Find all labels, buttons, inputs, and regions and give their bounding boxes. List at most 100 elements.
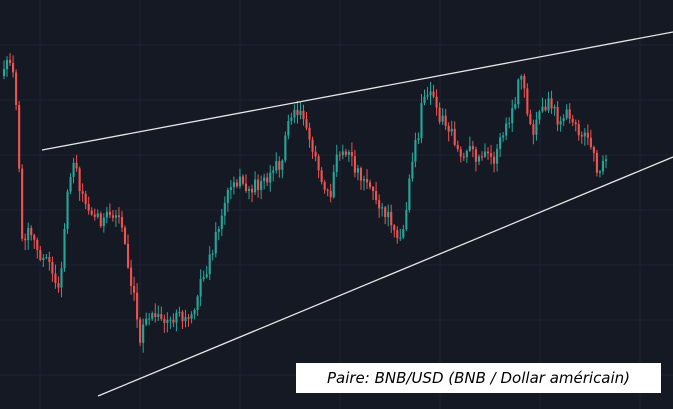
candle-body <box>130 267 133 286</box>
candle-body <box>320 170 323 182</box>
candle-body <box>405 209 408 230</box>
candle <box>447 122 450 142</box>
candle <box>529 109 532 126</box>
candle <box>526 83 529 117</box>
candle-body <box>411 161 414 179</box>
candle <box>586 124 589 145</box>
candle-body <box>505 123 508 136</box>
candle <box>105 206 108 224</box>
candle-body <box>396 230 399 239</box>
candle-body <box>356 168 359 173</box>
candle-body <box>148 318 151 320</box>
candle-body <box>24 238 27 241</box>
candle <box>320 167 323 185</box>
candle-body <box>251 188 254 193</box>
candle-body <box>299 110 302 116</box>
candle <box>493 151 496 173</box>
candle <box>390 204 393 233</box>
candle-body <box>66 191 69 230</box>
candle-body <box>520 75 523 80</box>
candle-body <box>12 63 15 73</box>
candle <box>335 144 338 178</box>
candle-body <box>281 160 284 170</box>
candle-body <box>459 149 462 157</box>
trendline-lower-support <box>97 156 673 397</box>
candle <box>368 179 372 190</box>
candle <box>453 121 456 147</box>
candle-body <box>166 319 169 323</box>
candle <box>117 207 121 224</box>
candle-body <box>550 98 553 109</box>
candle <box>359 166 363 190</box>
candle <box>238 168 242 189</box>
candle <box>12 55 15 78</box>
candle-body <box>483 151 487 157</box>
candle <box>598 170 602 178</box>
candle <box>257 174 260 198</box>
candle <box>356 164 359 181</box>
candle <box>251 184 254 203</box>
candle-body <box>387 211 390 218</box>
candle-body <box>266 177 269 183</box>
candle-body <box>332 171 335 198</box>
candle-body <box>477 156 481 162</box>
candle <box>417 132 420 145</box>
candle-body <box>523 75 526 89</box>
candle-body <box>489 153 493 157</box>
candle-body <box>2 69 6 76</box>
candle-body <box>136 292 139 320</box>
candle-body <box>96 213 99 217</box>
candle-body <box>296 109 299 116</box>
candle-body <box>441 115 444 122</box>
candle <box>574 119 577 132</box>
candle-body <box>278 161 281 170</box>
candle-body <box>184 317 187 322</box>
candle <box>229 180 232 200</box>
candle-body <box>547 98 550 111</box>
candle-body <box>326 189 329 191</box>
candle-body <box>181 311 184 322</box>
candle-body <box>471 146 474 150</box>
candle-body <box>142 324 145 343</box>
candle <box>393 223 396 238</box>
candle <box>244 174 248 193</box>
candle-body <box>432 91 435 97</box>
candle-body <box>169 319 172 321</box>
candle <box>508 117 511 129</box>
candle <box>462 152 465 161</box>
candle-body <box>514 104 517 109</box>
candle-body <box>21 168 24 239</box>
candle <box>378 194 381 218</box>
candle-body <box>284 135 287 161</box>
candle-body <box>399 237 402 239</box>
candle-body <box>480 156 484 158</box>
candle-body <box>526 88 529 115</box>
candle-body <box>99 213 102 227</box>
candle <box>411 152 414 182</box>
candle-body <box>329 190 332 198</box>
candle <box>223 196 226 225</box>
candle-body <box>199 279 202 297</box>
candle <box>199 269 202 307</box>
candle-body <box>102 217 105 227</box>
candle <box>399 228 402 241</box>
candle <box>499 132 502 158</box>
candle <box>541 97 544 113</box>
candle <box>202 270 205 282</box>
candle <box>517 78 520 109</box>
candle-body <box>8 59 12 64</box>
candle <box>496 143 499 172</box>
candle-body <box>57 282 60 288</box>
candle <box>604 154 608 169</box>
candle-body <box>559 121 562 125</box>
candle-body <box>496 148 499 164</box>
candle <box>341 144 344 160</box>
candle-body <box>87 203 90 211</box>
candle-body <box>444 115 447 126</box>
candle <box>423 89 426 106</box>
candle-body <box>538 111 541 120</box>
candle-body <box>257 179 260 191</box>
candle <box>45 253 48 260</box>
candle <box>72 157 75 184</box>
candle-body <box>275 161 278 171</box>
